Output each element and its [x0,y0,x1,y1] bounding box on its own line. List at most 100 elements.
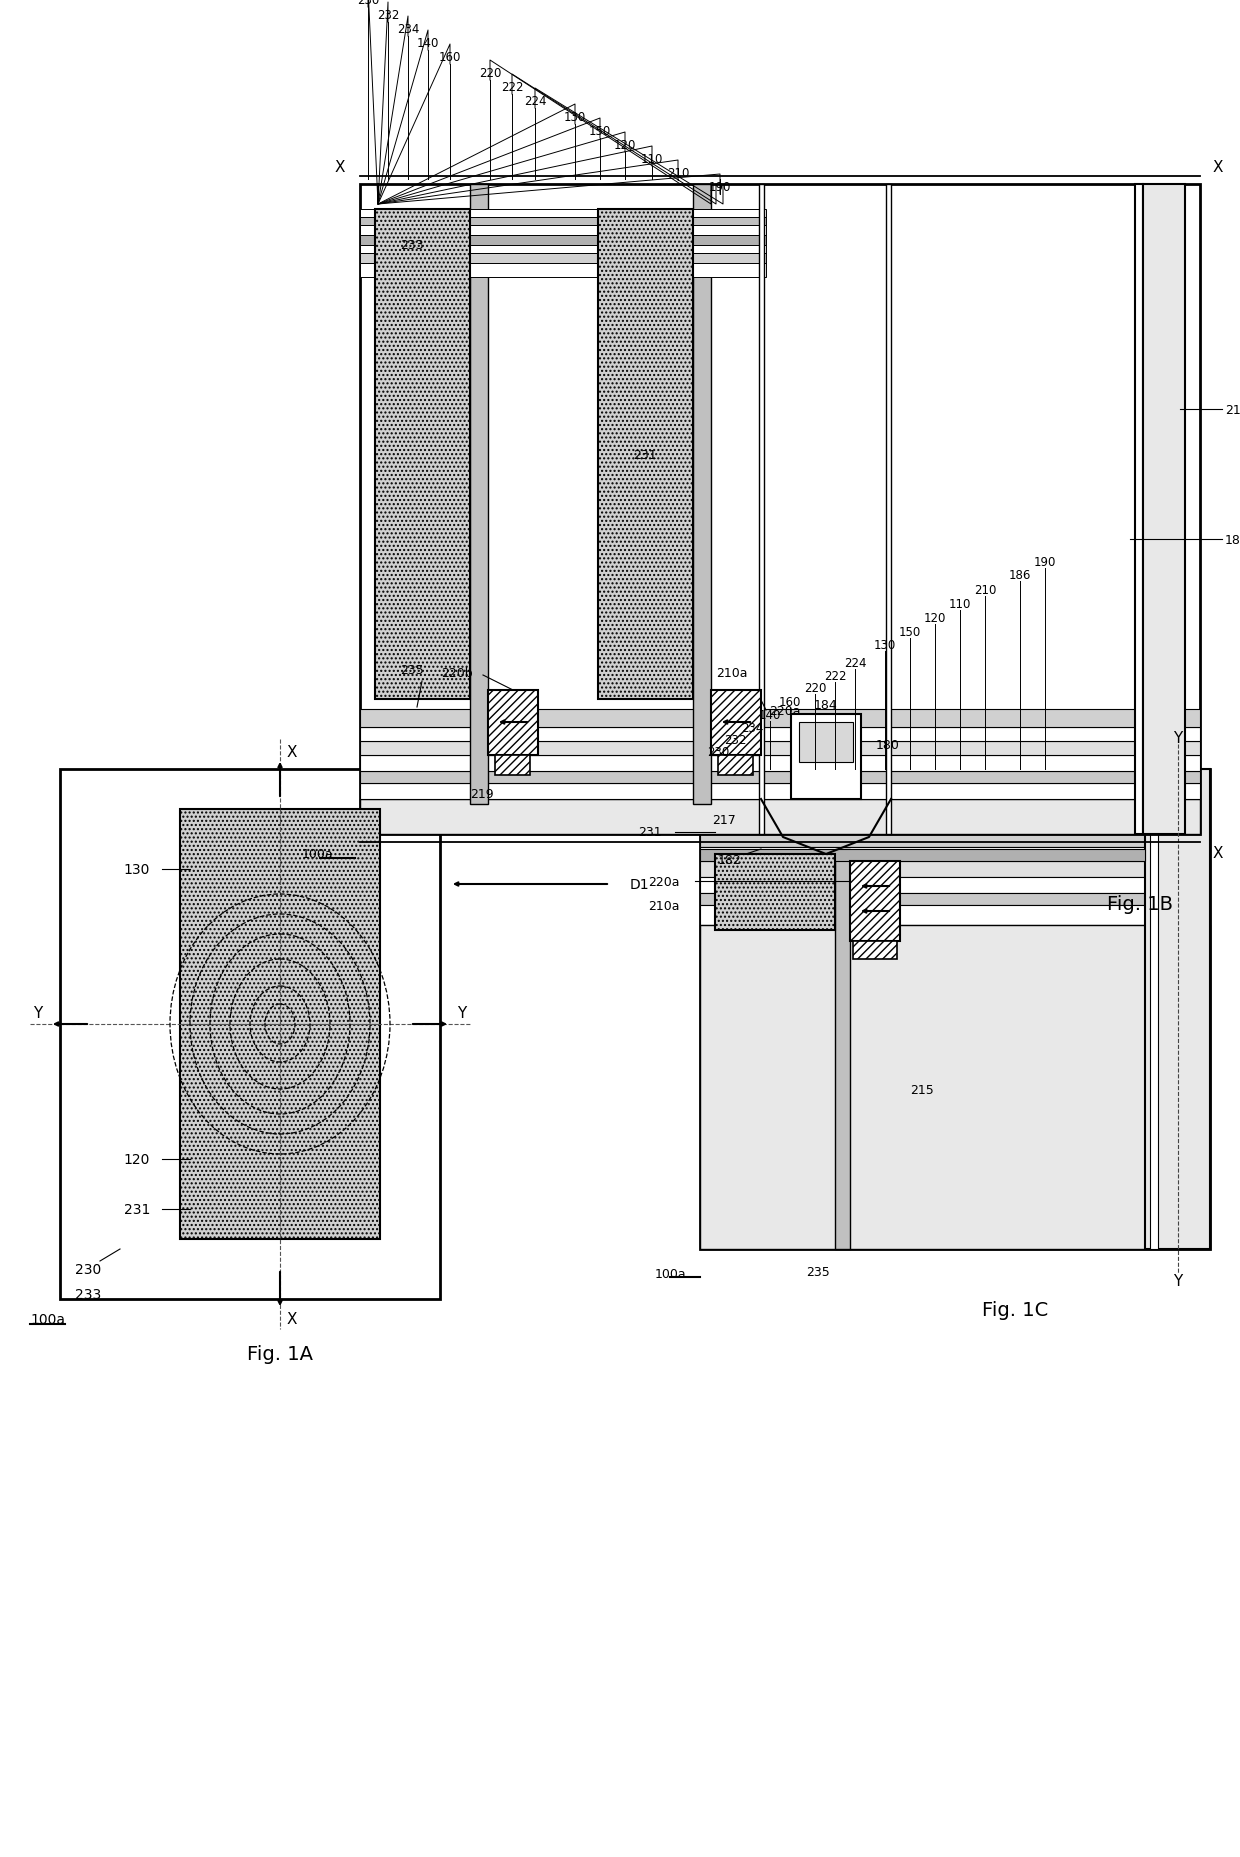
Bar [693,186,711,804]
Bar [701,769,1145,782]
Bar [495,756,529,776]
Bar [360,709,1200,728]
Bar [360,217,766,227]
Bar [718,756,753,776]
Text: 100a: 100a [303,849,334,862]
Text: 235: 235 [806,1265,830,1278]
Text: 233: 233 [401,238,424,251]
Text: 210: 210 [973,583,996,596]
Bar [849,862,900,941]
Text: 160: 160 [779,695,801,708]
Text: 220b: 220b [441,667,472,680]
Bar [360,254,766,264]
Text: 215: 215 [910,1083,934,1096]
Text: 100a: 100a [655,1268,687,1281]
Bar [701,817,1145,830]
Text: 120: 120 [924,611,946,624]
Text: 140: 140 [417,37,439,50]
Bar [701,893,1210,906]
Text: 234: 234 [397,22,419,35]
Text: 233: 233 [74,1287,102,1302]
Bar [701,878,1210,893]
Bar [360,245,766,254]
Text: Fig. 1B: Fig. 1B [1107,895,1173,914]
Bar [598,210,693,700]
Text: X: X [286,745,298,760]
Text: Y: Y [458,1005,466,1019]
Text: 186: 186 [1225,533,1240,546]
Bar [60,769,440,1300]
Text: X: X [1213,845,1223,860]
Text: 184: 184 [815,698,838,711]
Text: 215: 215 [1225,403,1240,416]
Bar [180,810,379,1239]
Text: 150: 150 [589,124,611,137]
Text: 232: 232 [377,9,399,22]
Text: X: X [286,1311,298,1326]
Text: 130: 130 [564,110,587,123]
Bar [701,789,1145,797]
Text: 130: 130 [124,862,150,877]
Text: 210a: 210a [715,667,748,680]
Bar [701,925,1210,1250]
Text: 220a: 220a [769,704,801,717]
Text: 182: 182 [717,852,742,865]
Text: 180: 180 [875,737,900,750]
Bar [701,906,1210,925]
Text: 160: 160 [439,50,461,63]
Bar [791,715,861,800]
Text: 220: 220 [804,682,826,695]
Text: 190: 190 [1034,555,1056,568]
Text: 230: 230 [707,745,729,758]
Text: 130: 130 [874,639,897,652]
Text: 220: 220 [479,67,501,80]
Bar [853,941,897,960]
Text: 231: 231 [634,448,657,461]
Text: D1: D1 [630,878,650,891]
Bar [360,728,1200,741]
Bar [1135,186,1143,834]
Bar [360,236,766,245]
Bar [374,210,470,700]
Bar [360,186,1200,834]
Bar [835,849,849,1250]
Bar [887,186,892,834]
Text: Fig. 1A: Fig. 1A [247,1344,312,1363]
Text: Y: Y [33,1005,42,1019]
Text: 210a: 210a [649,899,680,912]
Text: 222: 222 [823,669,846,682]
Bar [360,784,1200,800]
Text: Fig. 1C: Fig. 1C [982,1300,1048,1318]
Bar [360,210,766,217]
Text: 231: 231 [639,826,662,839]
Text: X: X [335,160,345,175]
Text: Y: Y [1173,1274,1183,1289]
Bar [360,741,1200,756]
Bar [711,691,761,756]
Text: 234: 234 [740,721,763,734]
Bar [1149,769,1158,1250]
Bar [701,797,1145,806]
Bar [759,186,764,834]
Text: 224: 224 [843,656,867,669]
Text: 230: 230 [74,1263,102,1276]
Text: Y: Y [1173,730,1183,745]
Bar [701,847,1210,862]
Bar [360,227,766,236]
Text: 120: 120 [124,1153,150,1166]
Bar [715,854,835,930]
Text: 224: 224 [523,95,547,108]
Bar [701,849,1145,862]
Text: 100a: 100a [30,1313,64,1326]
Text: 120: 120 [614,139,636,152]
Bar [360,800,1200,834]
Bar [470,186,489,804]
Text: 210: 210 [667,167,689,180]
Bar [701,830,1210,847]
Text: 231: 231 [124,1201,150,1216]
Text: 110: 110 [641,152,663,165]
Text: 140: 140 [759,708,781,721]
Text: 222: 222 [501,80,523,93]
Bar [701,806,1145,817]
Text: 186: 186 [1009,568,1032,581]
